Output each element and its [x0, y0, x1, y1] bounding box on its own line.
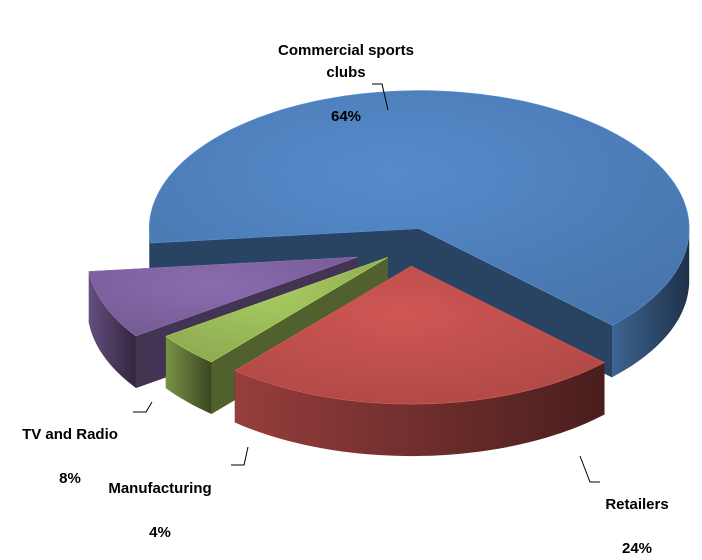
label-manufacturing-name: Manufacturing — [108, 480, 212, 497]
label-retailers: Retailers 24% — [605, 472, 668, 560]
label-retailers-value: 24% — [621, 540, 653, 557]
pie-chart-svg — [88, 83, 690, 483]
pie-slice-retailers — [234, 265, 605, 457]
leader-line-tv-and-radio — [133, 401, 153, 413]
pie-slice-top-retailers — [234, 265, 605, 405]
leader-line-manufacturing — [231, 446, 249, 466]
label-manufacturing: Manufacturing 4% — [108, 456, 211, 544]
pie-slice-top-commercial-sports-clubs — [148, 90, 690, 326]
pie-slice-side-retailers — [235, 362, 605, 457]
pie-slice-side-manufacturing — [166, 336, 212, 414]
pie-slice-top-manufacturing — [165, 257, 388, 363]
label-manufacturing-value: 4% — [149, 524, 171, 541]
leader-line-retailers — [579, 455, 600, 483]
label-tv-and-radio-name: TV and Radio — [22, 426, 118, 443]
pie-slice-side-commercial-sports-clubs — [612, 228, 690, 378]
label-retailers-name: Retailers — [605, 496, 669, 513]
label-tv-and-radio: TV and Radio 8% — [22, 402, 118, 490]
label-tv-and-radio-value: 8% — [59, 470, 81, 487]
label-commercial-sports-clubs: Commercial sports clubs 64% — [278, 18, 414, 128]
label-commercial-sports-clubs-name: Commercial sports clubs — [278, 42, 414, 81]
label-commercial-sports-clubs-value: 64% — [330, 108, 362, 125]
pie-slice-top-tv-and-radio — [88, 256, 358, 337]
leader-line-commercial-sports-clubs — [372, 83, 389, 111]
pie-chart: Commercial sports clubs 64% Retailers 24… — [22, 18, 690, 557]
pie-slice-side-tv-and-radio — [89, 271, 136, 388]
